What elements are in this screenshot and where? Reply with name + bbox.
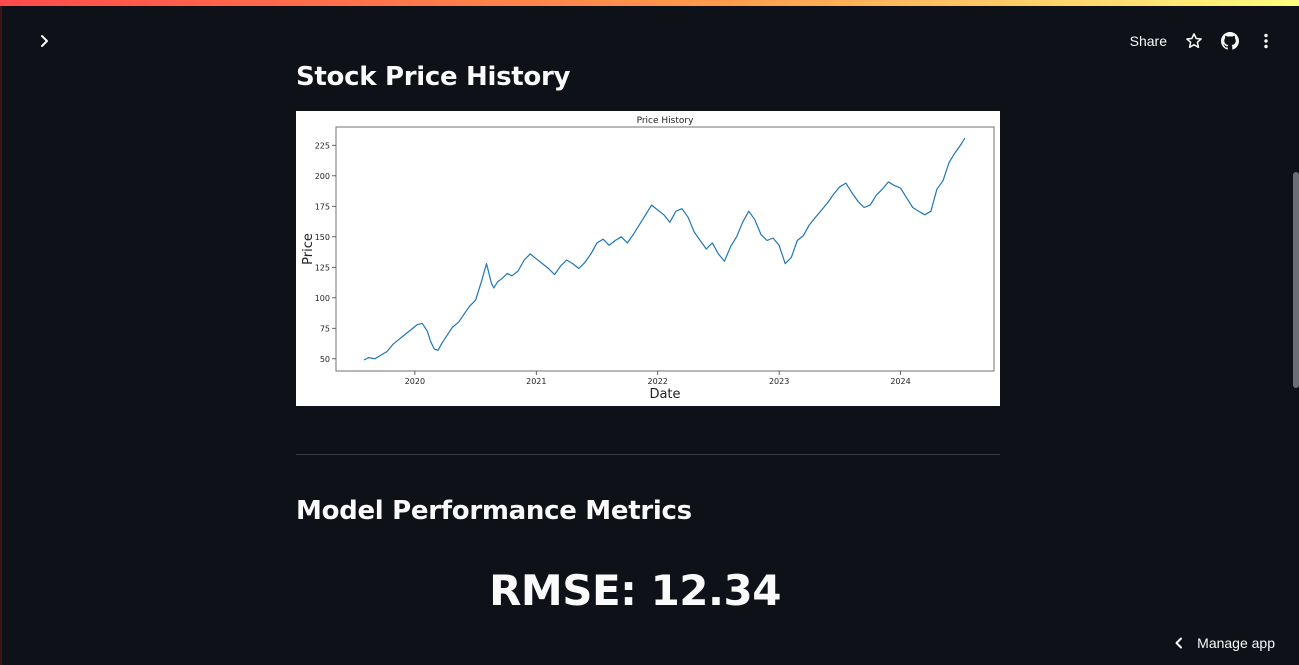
chart-plot-area bbox=[335, 126, 995, 372]
x-axis-label: Date bbox=[649, 387, 680, 402]
y-tick-label: 200 bbox=[315, 172, 330, 181]
y-axis-ticks: 50 75 100 125 150 175 200 225 bbox=[315, 141, 336, 364]
github-button[interactable] bbox=[1221, 32, 1239, 50]
x-axis-ticks: 2020 2021 2022 2023 2024 bbox=[405, 371, 911, 386]
x-tick-label: 2022 bbox=[648, 377, 668, 386]
share-button[interactable]: Share bbox=[1129, 33, 1167, 49]
rmse-metric: RMSE: 12.34 bbox=[489, 566, 781, 615]
price-history-chart-svg: Price History Date Price 2020 2021 2022 202… bbox=[301, 116, 995, 402]
chevron-right-icon bbox=[41, 35, 48, 47]
main-menu-button[interactable] bbox=[1257, 32, 1275, 50]
y-tick-label: 125 bbox=[315, 263, 330, 272]
y-tick-label: 225 bbox=[315, 141, 330, 150]
x-tick-label: 2020 bbox=[405, 377, 425, 386]
y-tick-label: 150 bbox=[315, 233, 330, 242]
price-series-line bbox=[363, 137, 966, 361]
y-axis-label: Price bbox=[301, 233, 316, 265]
price-history-chart: Price History Date Price 2020 2021 2022 202… bbox=[296, 111, 1000, 406]
y-tick-label: 100 bbox=[315, 294, 330, 303]
manage-app-label: Manage app bbox=[1197, 635, 1275, 651]
more-vertical-icon bbox=[1264, 33, 1268, 49]
star-icon bbox=[1186, 33, 1202, 49]
chart-title: Price History bbox=[637, 116, 695, 126]
y-tick-label: 175 bbox=[315, 202, 330, 211]
page-scrollbar[interactable] bbox=[1293, 172, 1299, 388]
y-tick-label: 50 bbox=[320, 355, 330, 364]
manage-app-button[interactable]: Manage app bbox=[1173, 633, 1275, 653]
top-decoration-bar bbox=[0, 0, 1299, 6]
left-edge-line bbox=[0, 6, 2, 665]
model-performance-metrics-heading: Model Performance Metrics bbox=[296, 496, 692, 526]
stock-price-history-heading: Stock Price History bbox=[296, 62, 571, 92]
github-icon bbox=[1221, 32, 1239, 50]
x-tick-label: 2024 bbox=[890, 377, 910, 386]
chevron-left-icon bbox=[1175, 637, 1183, 649]
sidebar-toggle-button[interactable] bbox=[33, 29, 57, 53]
y-tick-label: 75 bbox=[320, 324, 330, 333]
star-button[interactable] bbox=[1185, 32, 1203, 50]
header-toolbar: Share bbox=[1130, 29, 1275, 53]
x-tick-label: 2023 bbox=[769, 377, 789, 386]
section-divider bbox=[296, 454, 1000, 455]
x-tick-label: 2021 bbox=[526, 377, 546, 386]
